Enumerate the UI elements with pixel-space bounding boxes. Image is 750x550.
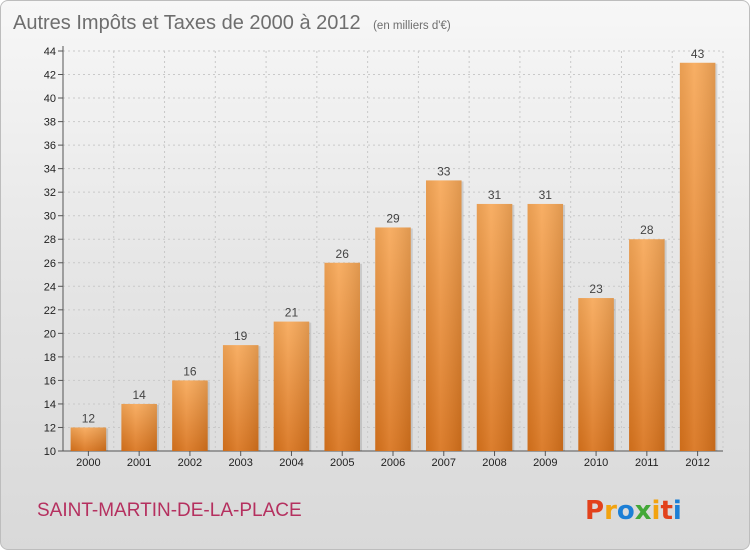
data-label: 21 bbox=[285, 306, 299, 320]
bar-highlight bbox=[527, 203, 564, 451]
data-label: 23 bbox=[589, 282, 603, 296]
y-tick-labels: 10 12 14 16 18 20 22 24 26 28 30 32 34 36 38 40 42 44 bbox=[44, 46, 56, 458]
bar-highlight bbox=[121, 403, 157, 451]
logo-letter: i bbox=[673, 496, 682, 526]
x-tick-label: 2002 bbox=[178, 457, 202, 469]
y-tick-label: 28 bbox=[44, 234, 56, 246]
data-label: 33 bbox=[437, 164, 451, 178]
proxiti-logo: Proxiti bbox=[585, 496, 682, 526]
bars bbox=[70, 62, 718, 452]
commune-name: SAINT-MARTIN-DE-LA-PLACE bbox=[37, 500, 302, 521]
chart-title-group: Autres Impôts et Taxes de 2000 à 2012 (e… bbox=[13, 12, 451, 34]
data-label: 26 bbox=[336, 247, 350, 261]
bar-highlight bbox=[375, 227, 411, 451]
y-tick-label: 26 bbox=[44, 258, 56, 270]
y-tick-label: 20 bbox=[44, 328, 56, 340]
logo-letter: x bbox=[635, 496, 652, 526]
chart-subtitle: (en milliers d'€) bbox=[373, 20, 451, 32]
bar-highlight bbox=[273, 321, 310, 451]
x-tick-label: 2009 bbox=[533, 457, 557, 469]
data-label: 16 bbox=[183, 364, 197, 378]
y-tick-label: 16 bbox=[44, 375, 56, 387]
y-tick-label: 44 bbox=[44, 46, 56, 58]
bar-highlight bbox=[679, 62, 716, 451]
data-label: 19 bbox=[234, 329, 248, 343]
y-tick-label: 14 bbox=[44, 399, 56, 411]
data-label: 12 bbox=[82, 411, 96, 425]
logo-letter: i bbox=[652, 496, 661, 526]
logo-letter: P bbox=[585, 496, 604, 526]
bar-highlight bbox=[70, 427, 107, 451]
data-label: 31 bbox=[539, 188, 553, 202]
x-tick-label: 2008 bbox=[482, 457, 506, 469]
y-tick-label: 36 bbox=[44, 140, 56, 152]
y-tick-label: 34 bbox=[44, 164, 56, 176]
y-tick-label: 40 bbox=[44, 93, 56, 105]
x-tick-label: 2003 bbox=[228, 457, 252, 469]
data-label: 29 bbox=[386, 211, 400, 225]
bar-highlight bbox=[476, 203, 513, 451]
data-label: 31 bbox=[488, 188, 502, 202]
x-tick-label: 2011 bbox=[635, 457, 659, 469]
y-tick-label: 22 bbox=[44, 305, 56, 317]
chart-title: Autres Impôts et Taxes de 2000 à 2012 bbox=[13, 12, 361, 34]
data-label: 43 bbox=[691, 47, 705, 61]
x-tick-label: 2006 bbox=[381, 457, 405, 469]
logo-letter: t bbox=[660, 496, 672, 526]
bar-highlight bbox=[222, 345, 259, 451]
x-tick-labels: 2000 2001 2002 2003 2004 2005 2006 2007 2008 2009… bbox=[76, 457, 710, 469]
x-tick-label: 2012 bbox=[685, 457, 709, 469]
x-tick-label: 2001 bbox=[127, 457, 151, 469]
bar-highlight bbox=[578, 298, 614, 451]
x-tick-label: 2004 bbox=[279, 457, 303, 469]
x-tick-label: 2000 bbox=[76, 457, 100, 469]
y-tick-label: 12 bbox=[44, 422, 56, 434]
logo-letter: o bbox=[617, 496, 635, 526]
y-tick-label: 38 bbox=[44, 117, 56, 129]
data-label: 28 bbox=[640, 223, 654, 237]
data-labels: 12 14 16 19 21 26 29 33 31 31 23 28 43 bbox=[82, 47, 705, 426]
y-tick-label: 10 bbox=[44, 446, 56, 458]
y-tick-label: 18 bbox=[44, 352, 56, 364]
bar-highlight bbox=[172, 380, 208, 451]
data-label: 14 bbox=[132, 388, 146, 402]
logo-letter: r bbox=[604, 496, 617, 526]
bar-highlight bbox=[629, 239, 665, 451]
x-tick-label: 2005 bbox=[330, 457, 354, 469]
y-tick-label: 24 bbox=[44, 281, 56, 293]
x-tick-label: 2007 bbox=[432, 457, 456, 469]
y-tick-label: 42 bbox=[44, 70, 56, 82]
bar-highlight bbox=[426, 180, 462, 452]
y-tick-label: 30 bbox=[44, 211, 56, 223]
x-tick-label: 2010 bbox=[584, 457, 608, 469]
bar-highlight bbox=[324, 262, 360, 451]
y-tick-label: 32 bbox=[44, 187, 56, 199]
